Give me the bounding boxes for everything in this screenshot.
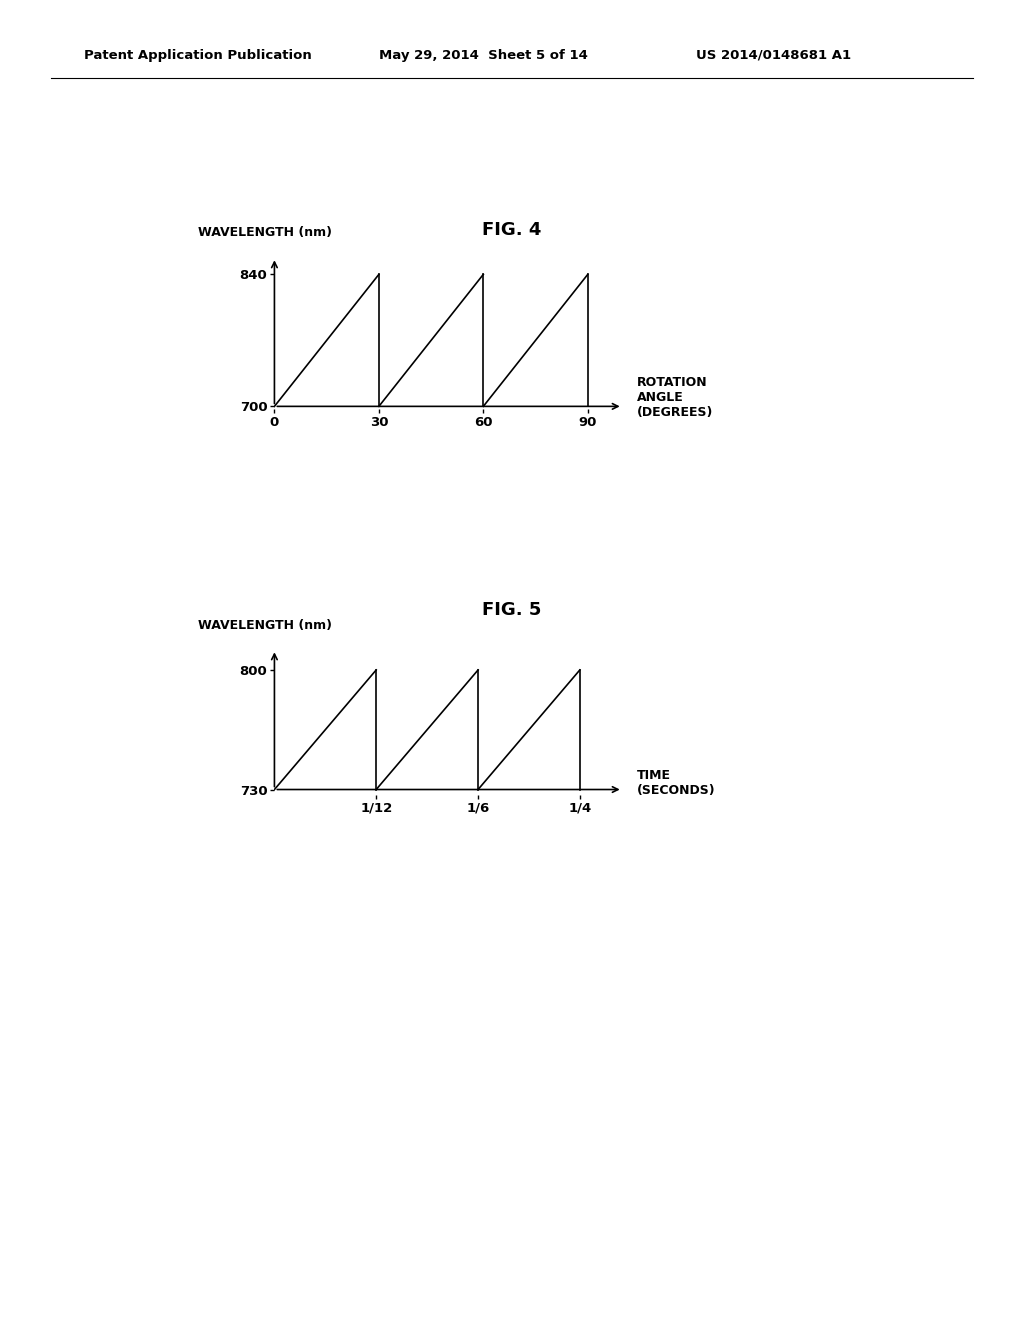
Text: TIME
(SECONDS): TIME (SECONDS) <box>637 770 715 797</box>
Text: FIG. 5: FIG. 5 <box>482 601 542 619</box>
Text: US 2014/0148681 A1: US 2014/0148681 A1 <box>696 49 851 62</box>
Text: WAVELENGTH (nm): WAVELENGTH (nm) <box>198 226 332 239</box>
Text: May 29, 2014  Sheet 5 of 14: May 29, 2014 Sheet 5 of 14 <box>379 49 588 62</box>
Text: ROTATION
ANGLE
(DEGREES): ROTATION ANGLE (DEGREES) <box>637 376 713 418</box>
Text: WAVELENGTH (nm): WAVELENGTH (nm) <box>198 619 332 632</box>
Text: Patent Application Publication: Patent Application Publication <box>84 49 311 62</box>
Text: FIG. 4: FIG. 4 <box>482 220 542 239</box>
